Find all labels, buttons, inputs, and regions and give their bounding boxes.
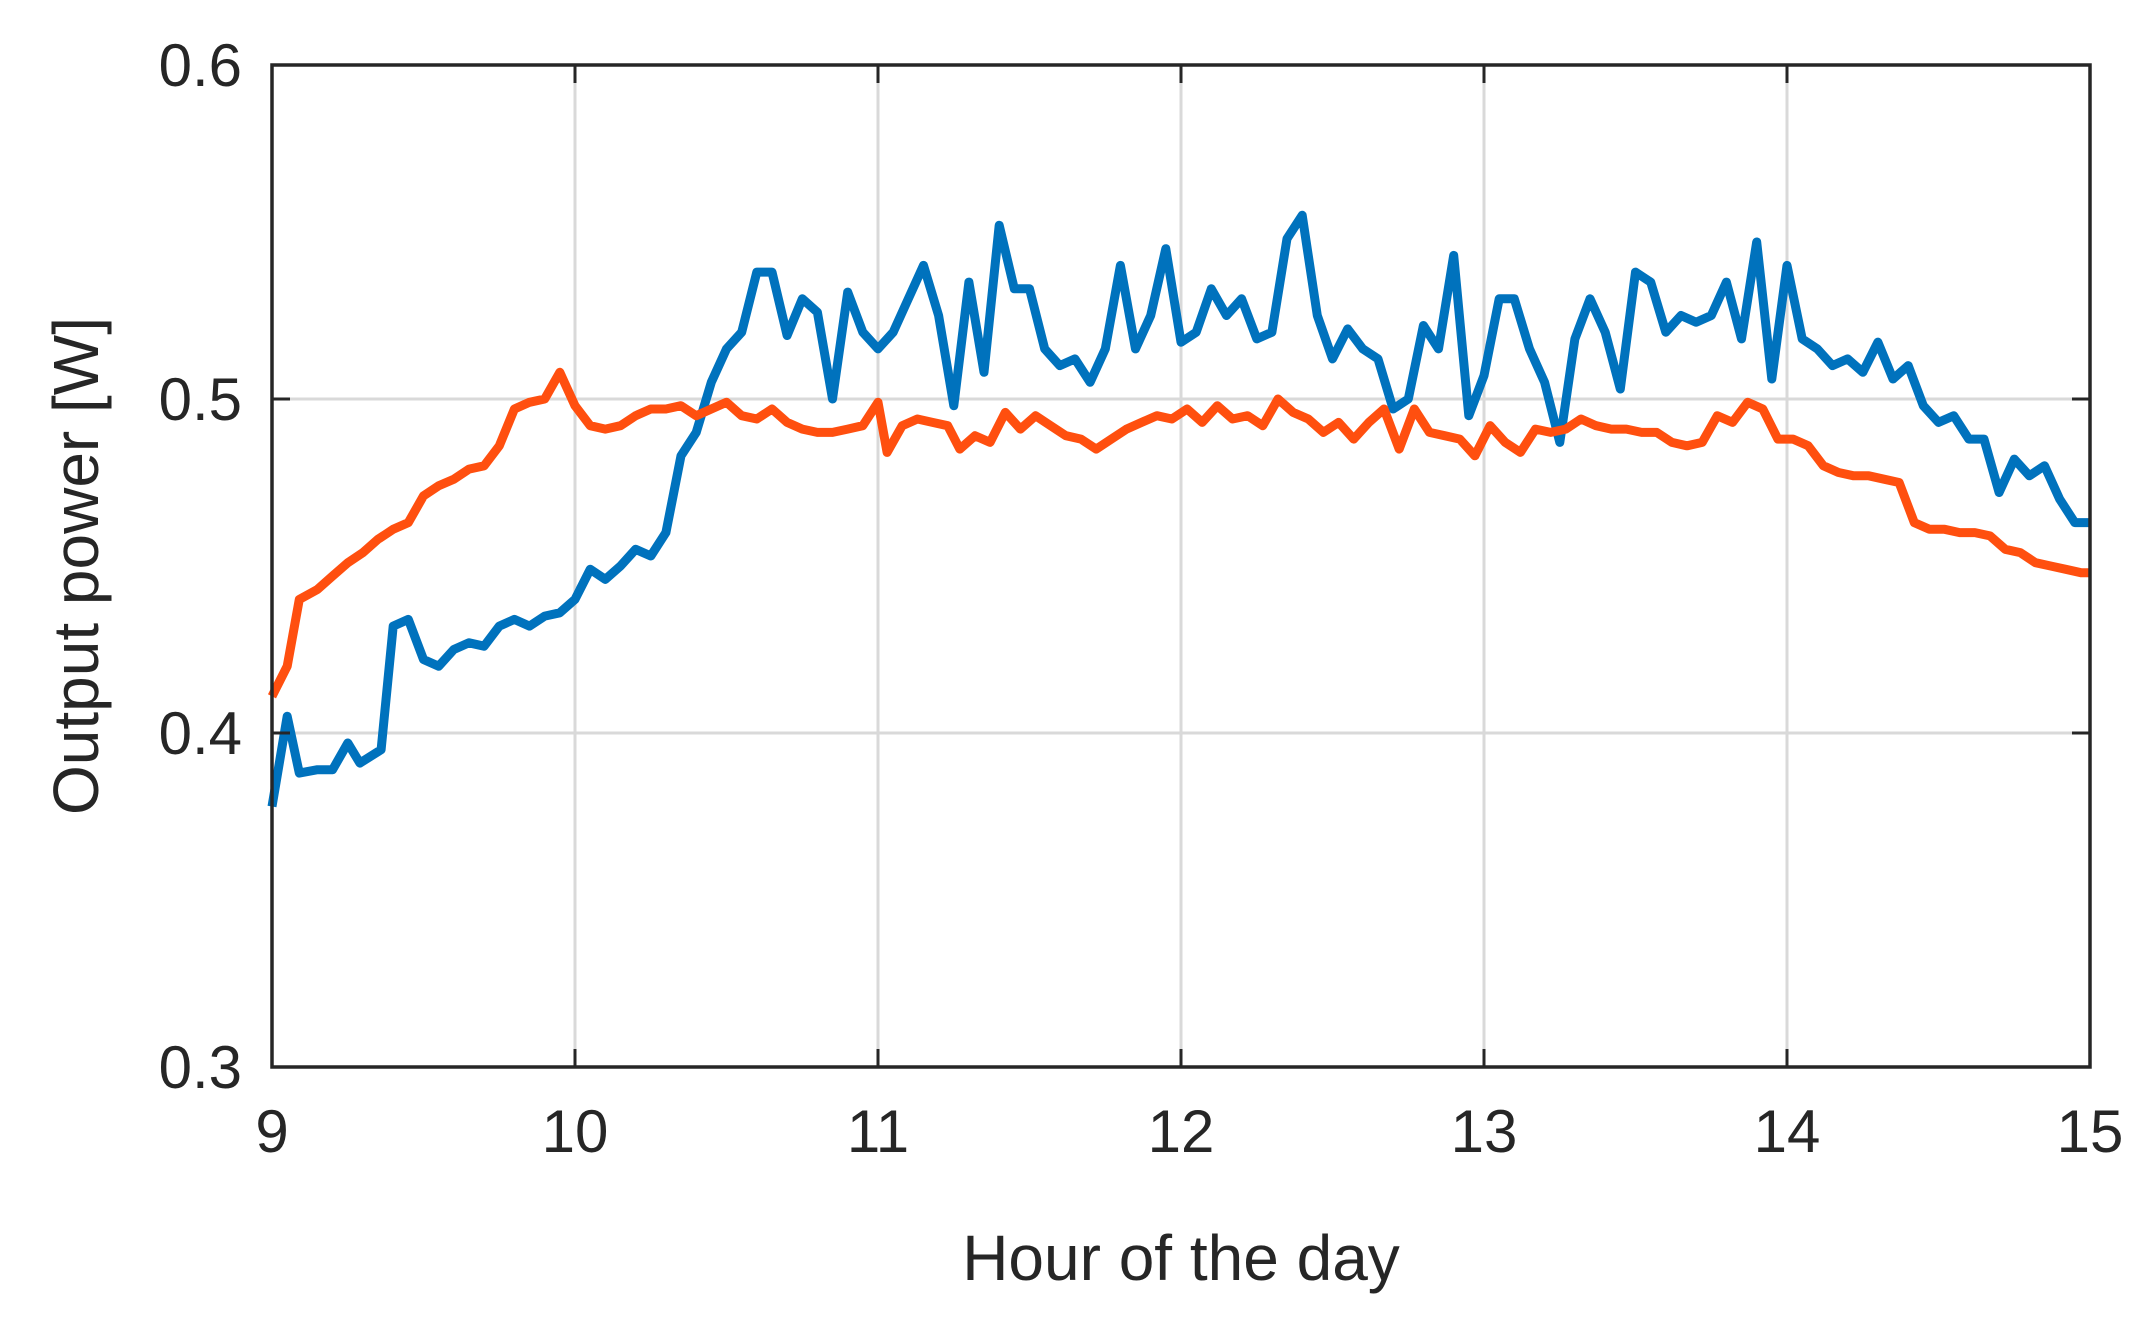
x-tick-label: 9 — [255, 1098, 288, 1165]
y-tick-label: 0.4 — [159, 700, 242, 767]
y-tick-label: 0.5 — [159, 366, 242, 433]
y-tick-label: 0.6 — [159, 32, 242, 99]
data-series — [267, 210, 2090, 808]
x-tick-label: 10 — [542, 1098, 609, 1165]
x-tick-label: 13 — [1451, 1098, 1518, 1165]
plot-frame — [270, 63, 2092, 1069]
series-line-1 — [267, 210, 2090, 808]
x-tick-label: 15 — [2057, 1098, 2124, 1165]
tick-labels: 9 10 11 12 13 14 15 0.3 0.4 0.5 0.6 — [159, 32, 2124, 1165]
y-tick-label: 0.3 — [159, 1034, 242, 1101]
axes — [270, 63, 2092, 1069]
x-tick-label: 11 — [847, 1098, 909, 1165]
y-axis-title: Output power [W] — [40, 317, 112, 815]
x-axis-title: Hour of the day — [962, 1222, 1400, 1294]
series-line-2 — [267, 367, 2090, 699]
x-tick-label: 12 — [1148, 1098, 1215, 1165]
x-tick-label: 14 — [1754, 1098, 1821, 1165]
